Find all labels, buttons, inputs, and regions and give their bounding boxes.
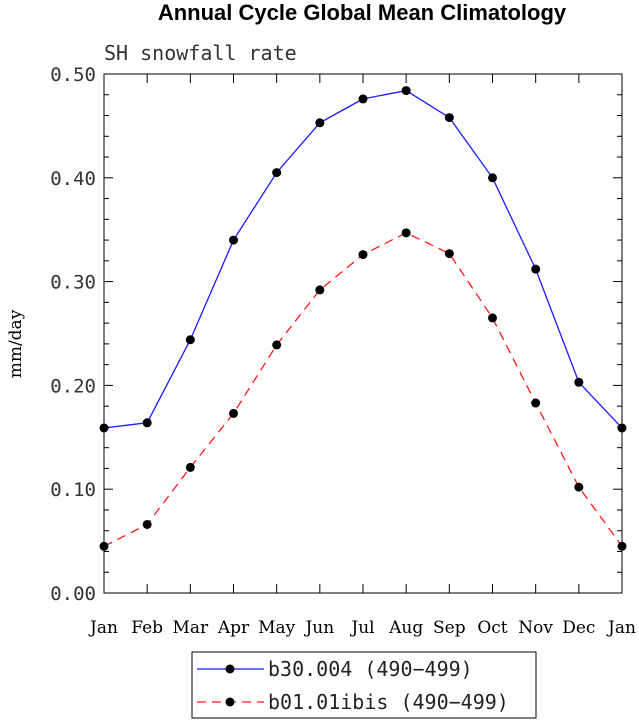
x-tick-label: Nov xyxy=(518,618,553,638)
x-tick-label: Jul xyxy=(349,618,374,638)
data-point-0 xyxy=(142,418,152,428)
data-point-1 xyxy=(272,340,282,350)
data-point-0 xyxy=(488,173,497,183)
data-point-0 xyxy=(272,168,282,178)
legend-label-b30: b30.004 (490−499) xyxy=(268,657,473,681)
x-tick-label: Aug xyxy=(388,618,423,638)
data-point-0 xyxy=(315,118,325,128)
x-tick-label: Sep xyxy=(433,618,466,638)
x-tick-label: Apr xyxy=(217,618,250,638)
plot-frame xyxy=(103,73,623,594)
chart-title: Annual Cycle Global Mean Climatology xyxy=(158,0,567,25)
data-point-1 xyxy=(401,228,411,238)
x-tick-label: Mar xyxy=(172,618,209,638)
y-tick-label: 0.30 xyxy=(50,272,96,294)
legend: b30.004 (490−499) b01.01ibis (490−499) xyxy=(191,651,537,719)
x-tick-label: Jan xyxy=(88,618,118,638)
legend-marker-b30 xyxy=(225,664,235,674)
data-point-1 xyxy=(229,408,238,418)
data-point-0 xyxy=(574,377,584,387)
series-layer xyxy=(99,86,627,551)
data-point-0 xyxy=(617,423,627,433)
axes: 0.00 0.10 0.20 0.30 0.40 0.50 Jan Feb Mar Apr May J… xyxy=(50,64,636,638)
data-point-1 xyxy=(142,519,152,529)
y-axis-label: mm/day xyxy=(6,309,26,378)
legend-label-ibis: b01.01ibis (490−499) xyxy=(268,690,509,714)
legend-marker-ibis xyxy=(225,697,235,707)
data-point-0 xyxy=(358,94,368,104)
legend-box xyxy=(191,651,537,719)
data-point-0 xyxy=(99,423,109,433)
data-point-1 xyxy=(531,398,541,408)
data-point-0 xyxy=(229,235,238,245)
data-point-0 xyxy=(531,264,541,274)
data-point-1 xyxy=(358,250,368,260)
data-point-1 xyxy=(315,285,325,295)
x-tick-label: Jan xyxy=(606,618,636,638)
data-point-1 xyxy=(99,541,109,551)
x-tick-label: Oct xyxy=(477,618,507,638)
x-tick-label: Dec xyxy=(562,618,595,638)
y-tick-label: 0.20 xyxy=(50,375,96,397)
data-point-1 xyxy=(617,541,627,551)
data-point-0 xyxy=(401,86,411,96)
data-point-0 xyxy=(185,335,195,345)
y-tick-label: 0.40 xyxy=(50,168,96,190)
y-tick-label: 0.00 xyxy=(50,583,96,605)
y-tick-label: 0.10 xyxy=(50,479,96,501)
y-tick-label: 0.50 xyxy=(50,64,96,86)
x-tick-label: May xyxy=(258,618,296,638)
x-tick-label: Feb xyxy=(131,618,163,638)
x-tick-label: Jun xyxy=(303,618,334,638)
data-point-1 xyxy=(444,249,454,259)
series-line-1 xyxy=(103,232,623,547)
data-point-1 xyxy=(488,313,497,323)
series-line-0 xyxy=(103,89,623,429)
data-point-1 xyxy=(574,482,584,492)
chart-subtitle: SH snowfall rate xyxy=(104,41,297,65)
data-point-0 xyxy=(444,113,454,123)
data-point-1 xyxy=(185,462,195,472)
